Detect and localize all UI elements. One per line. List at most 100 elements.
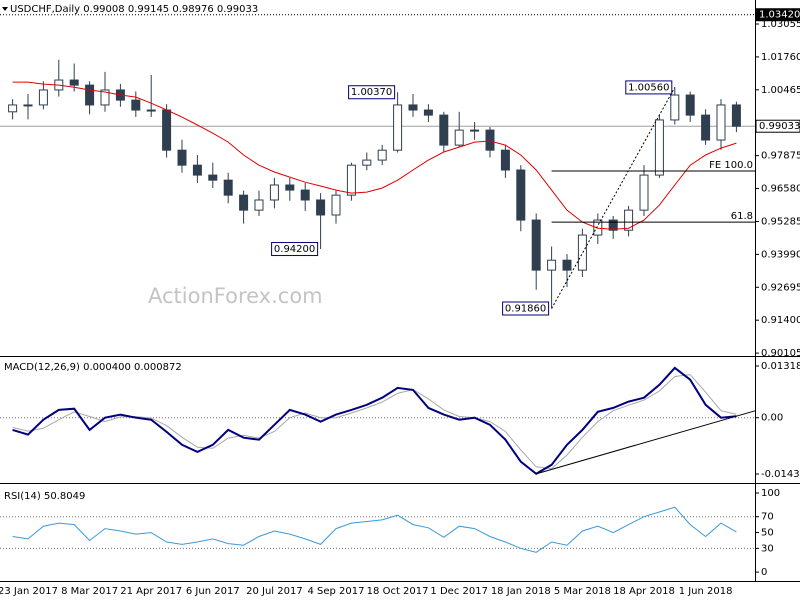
watermark: ActionForex.com xyxy=(148,284,323,308)
x-tick-label: 5 Mar 2018 xyxy=(554,586,611,597)
candle-body xyxy=(624,209,634,231)
y-tick-label: 1.01760 xyxy=(761,52,800,63)
candle-body xyxy=(577,234,587,271)
y-tick-label: 1.00465 xyxy=(761,85,800,96)
x-tick-label: 4 Sep 2017 xyxy=(307,586,364,597)
candle-body xyxy=(146,109,156,112)
series-line xyxy=(12,366,737,476)
candle-body xyxy=(331,194,341,216)
candle-body xyxy=(208,174,218,181)
x-tick-label: 18 Jan 2018 xyxy=(491,586,551,597)
y-tick-label: 0.93990 xyxy=(761,249,800,260)
candle-body xyxy=(685,94,695,116)
y-tick-label: 0.013184 xyxy=(761,361,800,372)
candle-body xyxy=(500,149,510,171)
price-annotation xyxy=(348,85,396,100)
candle-body xyxy=(639,174,649,211)
candle-body xyxy=(346,164,356,196)
candle-body xyxy=(423,109,433,116)
panel-title: MACD(12,26,9) 0.000400 0.000872 xyxy=(4,362,182,373)
x-tick-label: 18 Apr 2018 xyxy=(613,586,675,597)
y-tick-label: 0.96580 xyxy=(761,184,800,195)
candle-body xyxy=(654,119,664,176)
candle-body xyxy=(608,219,618,231)
candle-body xyxy=(223,179,233,196)
x-tick-label: 20 Jul 2017 xyxy=(246,586,303,597)
menu-icon xyxy=(2,7,8,11)
candle-body xyxy=(731,104,741,127)
y-tick-label: 100 xyxy=(761,488,780,499)
candle-body xyxy=(516,169,526,221)
price-annotation-label: 0.94200 xyxy=(274,244,315,255)
x-tick-label: 6 Jun 2017 xyxy=(186,586,240,597)
price-annotation xyxy=(625,80,673,95)
candle-body xyxy=(454,129,464,146)
candle-body xyxy=(8,104,18,113)
price-marker-label: 0.99033 xyxy=(759,121,800,132)
candle-body xyxy=(593,219,603,236)
candle-body xyxy=(38,89,48,106)
candle-body xyxy=(100,89,110,106)
x-tick-label: 8 Mar 2017 xyxy=(61,586,118,597)
candle-body xyxy=(377,149,387,161)
y-tick-label: 50 xyxy=(761,528,774,539)
x-tick-label: 21 Apr 2017 xyxy=(120,586,182,597)
moving-average xyxy=(12,81,737,230)
candle-body xyxy=(239,194,249,211)
candle-body xyxy=(85,84,95,106)
fib-label: FE 100.0 xyxy=(709,160,753,171)
candle-body xyxy=(162,109,172,151)
y-tick-label: 0.91400 xyxy=(761,315,800,326)
candle-body xyxy=(285,184,295,191)
candle-body xyxy=(439,114,449,146)
candle-body xyxy=(670,94,680,121)
y-tick-label: 0.95285 xyxy=(761,216,800,227)
panel-title: USDCHF,Daily 0.99008 0.99145 0.98976 0.9… xyxy=(10,4,258,15)
panel-title: RSI(14) 50.8049 xyxy=(4,491,85,502)
price-marker-label: 1.03420 xyxy=(759,10,800,21)
y-tick-label: -0.014339 xyxy=(761,469,800,480)
y-tick-label: 0.90105 xyxy=(761,348,800,359)
y-tick-label: 30 xyxy=(761,543,774,554)
price-marker xyxy=(755,119,800,133)
candle-body xyxy=(192,164,202,176)
candle-body xyxy=(316,199,326,216)
candle-body xyxy=(362,159,372,166)
series-line xyxy=(12,506,737,553)
candle-body xyxy=(131,99,141,111)
candle-body xyxy=(177,149,187,166)
candle-body xyxy=(408,104,418,111)
candle-body xyxy=(269,184,279,201)
candle-body xyxy=(485,129,495,151)
candle-body xyxy=(531,219,541,271)
candle-body xyxy=(716,104,726,141)
candle-body xyxy=(254,199,264,211)
x-tick-label: 18 Oct 2017 xyxy=(367,586,429,597)
price-annotation-label: 1.00370 xyxy=(351,87,392,98)
candle-body xyxy=(701,114,711,141)
candle-body xyxy=(562,259,572,271)
trend-line xyxy=(536,410,756,475)
y-tick-label: 70 xyxy=(761,512,774,523)
y-tick-label: 0 xyxy=(761,567,767,578)
candle-body xyxy=(69,79,79,86)
candle-body xyxy=(23,104,33,107)
y-tick-label: 0.00 xyxy=(761,413,783,424)
price-annotation-label: 1.00560 xyxy=(628,82,669,93)
candle-body xyxy=(547,259,557,271)
candle-body xyxy=(300,189,310,201)
x-tick-label: 1 Jun 2018 xyxy=(679,586,733,597)
price-annotation xyxy=(271,242,319,257)
y-tick-label: 1.03055 xyxy=(761,19,800,30)
x-tick-label: 1 Dec 2017 xyxy=(430,586,488,597)
y-tick-label: 0.92695 xyxy=(761,282,800,293)
price-marker xyxy=(755,8,800,22)
price-annotation-label: 0.91860 xyxy=(505,303,546,314)
fib-label: 61.8 xyxy=(731,211,753,222)
y-tick-label: 0.97875 xyxy=(761,151,800,162)
price-annotation xyxy=(502,301,550,316)
x-tick-label: 23 Jan 2017 xyxy=(0,586,58,597)
candle-body xyxy=(393,104,403,151)
candle-body xyxy=(470,129,480,132)
